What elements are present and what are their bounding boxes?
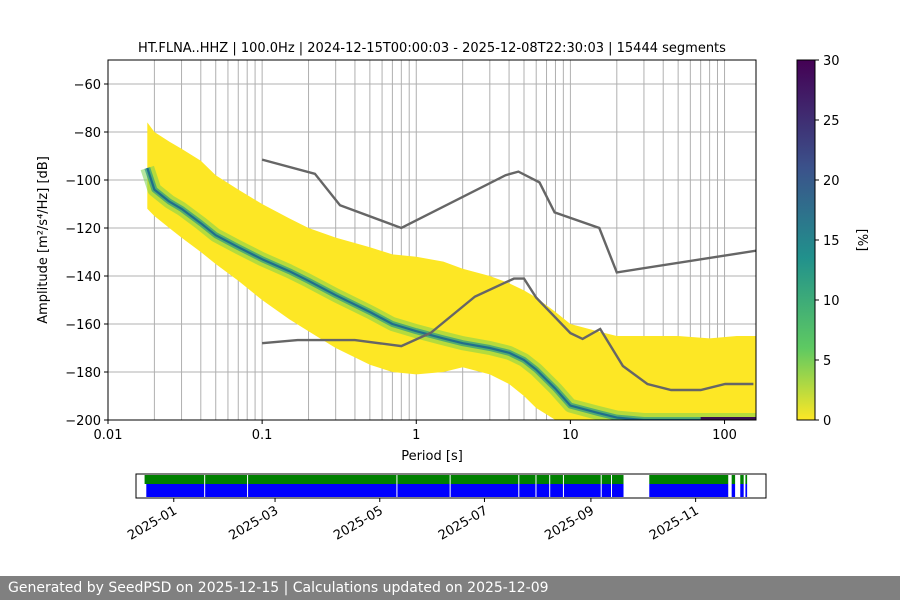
colorbar: 0 5 10 15 20 25 30 [%] bbox=[796, 54, 869, 429]
colorbar-tick-label: 30 bbox=[823, 54, 840, 69]
colorbar-tick-label: 10 bbox=[823, 294, 840, 309]
x-tick-label: 1 bbox=[412, 428, 420, 443]
nlnm-line bbox=[261, 277, 754, 392]
data-span-bar bbox=[144, 475, 624, 484]
chart-title: HT.FLNA..HHZ | 100.0Hz | 2024-12-15T00:0… bbox=[138, 41, 726, 56]
colorbar-tick-label: 20 bbox=[823, 174, 840, 189]
x-tick-label: 10 bbox=[562, 428, 579, 443]
colorbar-tick-label: 5 bbox=[823, 354, 831, 369]
y-tick-label: −200 bbox=[65, 414, 101, 429]
y-axis-ticks: −60 −80 −100 −120 −140 −160 −180 −200 bbox=[65, 78, 108, 429]
psd-span-bar bbox=[740, 484, 744, 497]
y-axis-label: Amplitude [m²/s⁴/Hz] [dB] bbox=[36, 156, 51, 324]
x-tick-label: 0.1 bbox=[252, 428, 273, 443]
data-span-bar bbox=[740, 475, 744, 484]
density-mode-line bbox=[146, 167, 756, 420]
psd-density-band bbox=[140, 122, 756, 420]
y-tick-label: −60 bbox=[74, 78, 101, 93]
timeline-tick-label: 2025-01 bbox=[125, 503, 180, 543]
y-tick-label: −180 bbox=[65, 366, 101, 381]
x-tick-label: 100 bbox=[712, 428, 737, 443]
plot-frame bbox=[107, 59, 757, 421]
y-tick-label: −160 bbox=[65, 318, 101, 333]
noise-model-lines bbox=[261, 158, 756, 392]
nhnm-line bbox=[261, 158, 756, 274]
colorbar-tick-label: 15 bbox=[823, 234, 840, 249]
data-availability-timeline: 2025-01 2025-03 2025-05 2025-07 2025-09 2025-… bbox=[125, 473, 767, 544]
density-saturation bbox=[700, 417, 756, 420]
psd-plot-area: 0.01 0.1 1 10 100 −60 −80 −100 −120 −140 −160 −180… bbox=[65, 59, 757, 443]
y-tick-label: −120 bbox=[65, 222, 101, 237]
y-tick-label: −80 bbox=[74, 126, 101, 141]
timeline-ticks: 2025-01 2025-03 2025-05 2025-07 2025-09 2025-… bbox=[125, 498, 702, 544]
timeline-bars bbox=[144, 475, 748, 497]
footer-bar: Generated by SeedPSD on 2025-12-15 | Cal… bbox=[0, 576, 900, 600]
psd-span-bar bbox=[146, 484, 624, 497]
density-envelope bbox=[147, 122, 756, 420]
data-span-bar bbox=[745, 475, 748, 484]
psd-span-bar bbox=[745, 484, 748, 497]
data-span-bar bbox=[649, 475, 729, 484]
y-tick-label: −140 bbox=[65, 270, 101, 285]
colorbar-label: [%] bbox=[854, 229, 869, 252]
timeline-tick-label: 2025-07 bbox=[436, 503, 491, 543]
y-tick-label: −100 bbox=[65, 174, 101, 189]
x-axis-label: Period [s] bbox=[401, 449, 463, 464]
colorbar-ticks: 0 5 10 15 20 25 30 bbox=[815, 54, 840, 429]
data-span-bar bbox=[731, 475, 736, 484]
timeline-tick-label: 2025-09 bbox=[542, 503, 597, 543]
colorbar-gradient bbox=[796, 59, 816, 421]
psd-span-bar bbox=[649, 484, 729, 497]
x-tick-label: 0.01 bbox=[94, 428, 123, 443]
timeline-tick-label: 2025-05 bbox=[331, 503, 386, 543]
colorbar-tick-label: 25 bbox=[823, 114, 840, 129]
timeline-tick-label: 2025-03 bbox=[226, 503, 281, 543]
footer-text: Generated by SeedPSD on 2025-12-15 | Cal… bbox=[8, 580, 549, 596]
psd-span-bar bbox=[731, 484, 736, 497]
x-axis-ticks: 0.01 0.1 1 10 100 bbox=[94, 420, 737, 443]
timeline-tick-label: 2025-11 bbox=[647, 503, 702, 543]
colorbar-tick-label: 0 bbox=[823, 414, 831, 429]
